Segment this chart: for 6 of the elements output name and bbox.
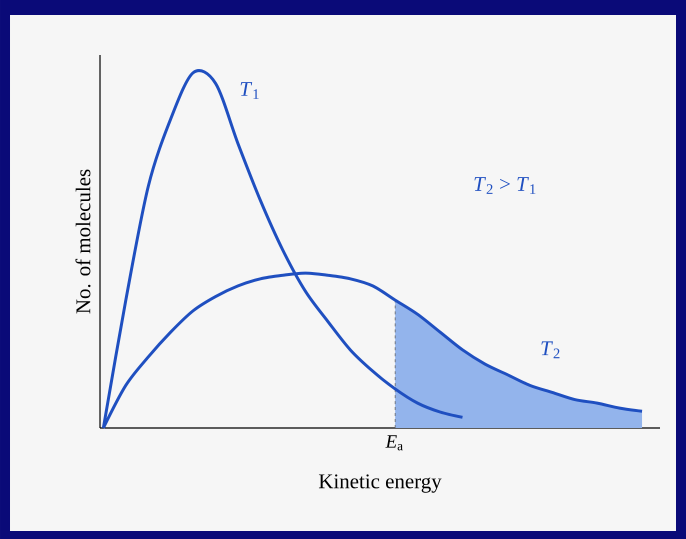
- x-axis-title: Kinetic energy: [318, 474, 442, 493]
- y-axis-title: No. of molecules: [75, 170, 90, 314]
- series-label: T$_{2}$: [541, 341, 560, 358]
- text: E$_{a}$: [385, 435, 403, 450]
- series-label: T$_{1}$: [240, 82, 259, 99]
- annotation: T$_{2}$ > T$_{1}$: [474, 177, 536, 194]
